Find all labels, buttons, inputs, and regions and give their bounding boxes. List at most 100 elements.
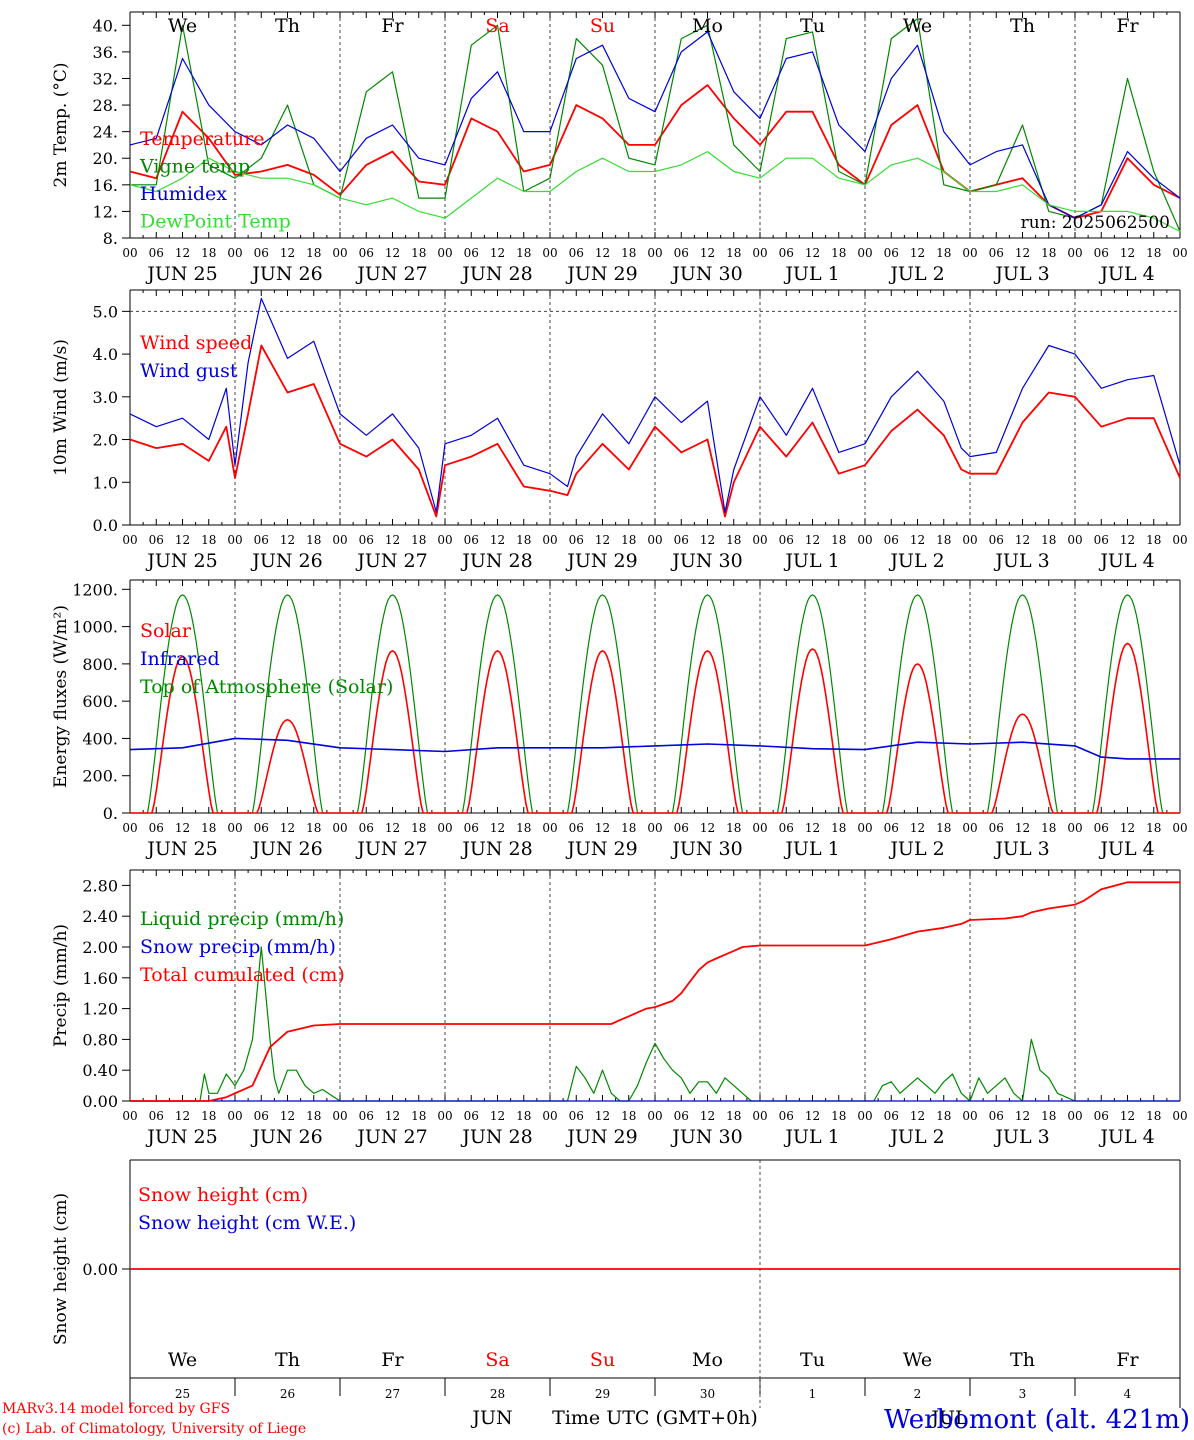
hour-tick-label: 06 <box>569 821 584 835</box>
y-tick-label: 3.0 <box>93 388 118 407</box>
hour-tick-label: 00 <box>857 246 872 260</box>
hour-tick-label: 06 <box>1094 246 1109 260</box>
legend-entry: DewPoint Temp <box>140 211 291 233</box>
day-number-label: 27 <box>385 1387 400 1401</box>
legend-entry: Snow precip (mm/h) <box>140 936 336 958</box>
weekday-label: Fr <box>381 15 404 37</box>
hour-tick-label: 06 <box>779 1109 794 1123</box>
hour-tick-label: 18 <box>831 533 846 547</box>
hour-tick-label: 06 <box>464 1109 479 1123</box>
day-tick-label: JUL 2 <box>888 1126 944 1148</box>
day-number-label: 29 <box>595 1387 610 1401</box>
hour-tick-label: 12 <box>805 1109 820 1123</box>
hour-tick-label: 00 <box>332 246 347 260</box>
day-tick-label: JUL 4 <box>1098 263 1154 285</box>
day-tick-label: JUL 1 <box>783 550 839 572</box>
hour-tick-label: 06 <box>884 246 899 260</box>
run-annotation: run: 2025062500 <box>1021 213 1170 233</box>
day-tick-label: JUN 28 <box>460 1126 532 1148</box>
hour-tick-label: 06 <box>884 821 899 835</box>
hour-tick-label: 06 <box>359 1109 374 1123</box>
y-tick-label: 5.0 <box>93 302 118 321</box>
y-tick-label: 2.80 <box>82 876 118 895</box>
hour-tick-label: 06 <box>989 533 1004 547</box>
weekday-label: Mo <box>692 15 723 37</box>
y-tick-label: 400. <box>82 729 118 748</box>
hour-tick-label: 12 <box>490 533 505 547</box>
hour-tick-label: 06 <box>359 533 374 547</box>
weekday-label: Su <box>590 15 615 37</box>
hour-tick-label: 00 <box>647 246 662 260</box>
panels-layer: 00 06 12 18 00 06 12 18 00 06 12 18 00 06 12 18 00 06 12 18… <box>51 11 1188 1429</box>
day-tick-label: JUL 2 <box>888 838 944 860</box>
hour-tick-label: 06 <box>149 246 164 260</box>
hour-tick-label: 12 <box>280 1109 295 1123</box>
hour-tick-label: 00 <box>1172 821 1187 835</box>
hour-tick-label: 18 <box>516 1109 531 1123</box>
hour-tick-label: 18 <box>831 246 846 260</box>
series-line-1 <box>130 946 1180 1102</box>
day-tick-label: JUN 27 <box>355 838 427 860</box>
hour-tick-label: 00 <box>227 821 242 835</box>
hour-tick-label: 00 <box>647 1109 662 1123</box>
day-tick-label: JUN 25 <box>145 838 217 860</box>
y-tick-label: 1000. <box>72 618 118 637</box>
hour-tick-label: 06 <box>674 246 689 260</box>
infrared-line <box>129 737 1180 760</box>
month-label-jun: JUN <box>470 1407 512 1429</box>
hour-tick-label: 18 <box>726 1109 741 1123</box>
day-tick-label: JUL 2 <box>888 263 944 285</box>
y-tick-label: 20. <box>93 149 118 168</box>
hour-tick-label: 00 <box>647 821 662 835</box>
weekday-label: Th <box>275 15 300 37</box>
y-axis-title: 2m Temp. (°C) <box>51 62 71 187</box>
hour-tick-label: 00 <box>857 533 872 547</box>
series-line-1 <box>129 84 1181 220</box>
hour-tick-label: 18 <box>201 533 216 547</box>
weekday-label: Fr <box>381 1349 404 1371</box>
y-tick-label: 2.00 <box>82 938 118 957</box>
hour-tick-label: 00 <box>332 1109 347 1123</box>
legend-entry: Snow height (cm W.E.) <box>138 1212 356 1234</box>
day-tick-label: JUL 4 <box>1098 550 1154 572</box>
day-tick-label: JUN 29 <box>565 263 637 285</box>
series-line-3 <box>129 31 1181 219</box>
x-axis-title: Time UTC (GMT+0h) <box>552 1407 758 1429</box>
legend-entry: Total cumulated (cm) <box>140 964 345 986</box>
hour-tick-label: 12 <box>700 246 715 260</box>
day-tick-label: JUL 1 <box>783 263 839 285</box>
y-tick-label: 8. <box>103 229 118 248</box>
day-tick-label: JUN 30 <box>670 263 742 285</box>
day-tick-label: JUN 30 <box>670 550 742 572</box>
y-tick-label: 600. <box>82 692 118 711</box>
hour-tick-label: 06 <box>674 533 689 547</box>
hour-tick-label: 00 <box>332 533 347 547</box>
series-line-4 <box>129 151 1181 232</box>
hour-tick-label: 12 <box>1120 821 1135 835</box>
hour-tick-label: 00 <box>752 246 767 260</box>
series-line-2 <box>130 18 1181 232</box>
hour-tick-label: 00 <box>227 1109 242 1123</box>
hour-tick-label: 18 <box>621 246 636 260</box>
hour-tick-label: 06 <box>779 821 794 835</box>
y-tick-label: 16. <box>93 176 118 195</box>
y-tick-label: 4.0 <box>93 345 118 364</box>
hour-tick-label: 00 <box>122 533 137 547</box>
hour-tick-label: 06 <box>884 533 899 547</box>
hour-tick-label: 12 <box>595 533 610 547</box>
hour-tick-label: 00 <box>752 1109 767 1123</box>
y-tick-label: 1200. <box>72 580 118 599</box>
hour-tick-label: 06 <box>149 533 164 547</box>
day-tick-label: JUN 27 <box>355 1126 427 1148</box>
hour-tick-label: 00 <box>1067 246 1082 260</box>
y-axis-title: Precip (mm/h) <box>51 924 71 1047</box>
day-tick-label: JUN 28 <box>460 838 532 860</box>
hour-tick-label: 12 <box>700 1109 715 1123</box>
weekday-label: Sa <box>485 15 509 37</box>
hour-tick-label: 12 <box>385 533 400 547</box>
hour-tick-label: 18 <box>1041 821 1056 835</box>
hour-tick-label: 00 <box>1067 1109 1082 1123</box>
hour-tick-label: 12 <box>175 533 190 547</box>
day-tick-label: JUN 26 <box>250 263 322 285</box>
